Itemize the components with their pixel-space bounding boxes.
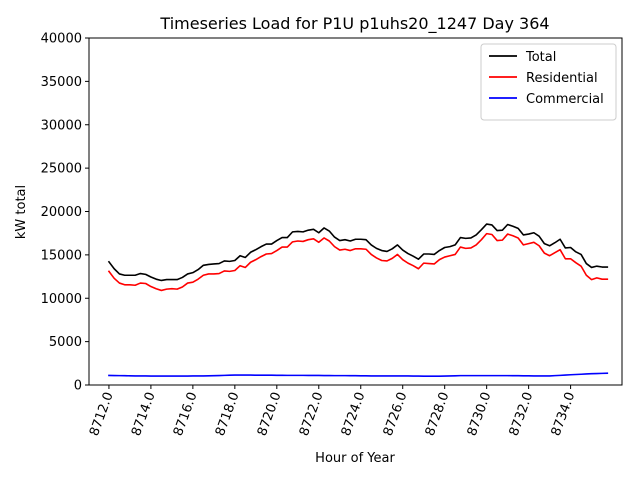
y-axis-title: kW total [14, 185, 29, 239]
legend-label-commercial: Commercial [526, 92, 604, 107]
y-tick-label: 5000 [49, 335, 82, 350]
y-tick-label: 15000 [41, 248, 82, 263]
x-axis-title: Hour of Year [315, 451, 395, 466]
series-line-commercial [108, 372, 609, 377]
legend-label-total: Total [525, 50, 556, 65]
chart-title: Timeseries Load for P1U p1uhs20_1247 Day… [159, 14, 549, 34]
series-line-total [107, 223, 609, 282]
legend-label-residential: Residential [526, 71, 598, 86]
y-tick-label: 40000 [41, 32, 82, 47]
y-tick-label: 0 [74, 379, 82, 394]
y-tick-label: 20000 [41, 205, 82, 220]
legend-box [480, 43, 617, 121]
y-tick-label: 10000 [41, 292, 82, 307]
legend: Total Residential Commercial [480, 43, 617, 121]
y-tick-label: 25000 [41, 162, 82, 177]
y-tick-label: 35000 [41, 75, 82, 90]
y-tick-label: 30000 [41, 118, 82, 133]
series-line-residential [107, 232, 609, 292]
